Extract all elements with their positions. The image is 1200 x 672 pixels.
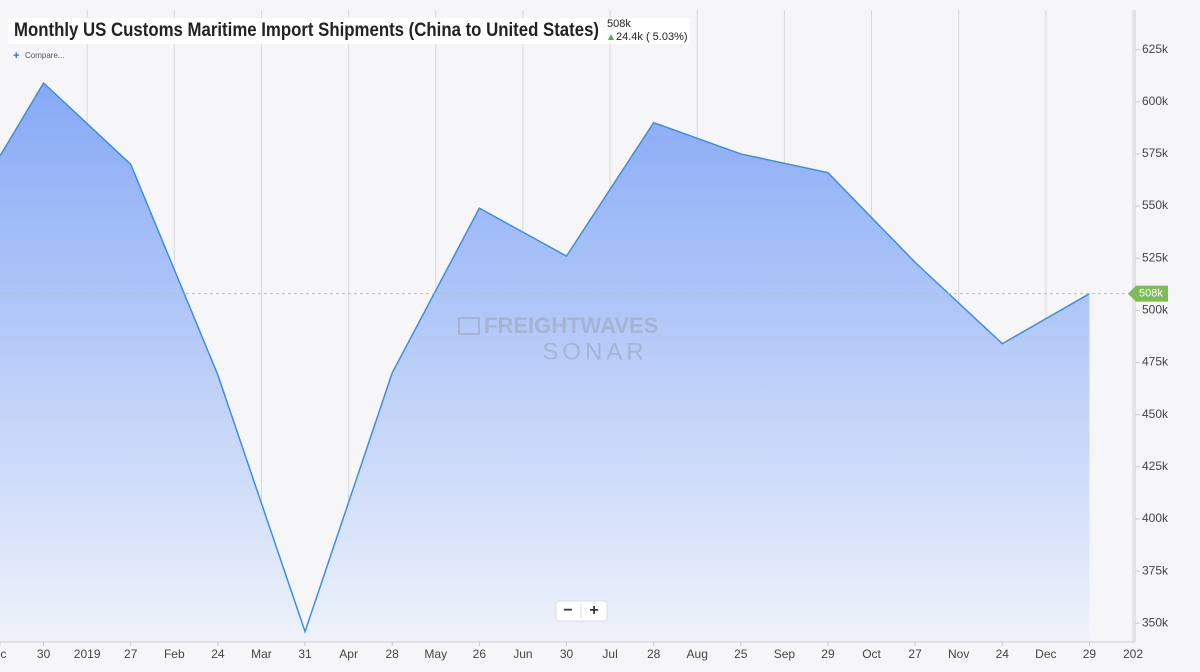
x-tick-label: 27 bbox=[124, 647, 138, 661]
x-tick-label: Dec bbox=[1035, 647, 1056, 661]
x-tick-label: 202 bbox=[1123, 647, 1143, 661]
compare-link[interactable]: Compare... bbox=[25, 51, 65, 60]
x-tick-label: 28 bbox=[386, 647, 400, 661]
x-tick-label: May bbox=[424, 647, 447, 661]
y-tick-label: 400k bbox=[1142, 511, 1169, 525]
x-tick-label: Sep bbox=[774, 647, 796, 661]
x-tick-label: 29 bbox=[821, 647, 835, 661]
area-fill bbox=[0, 83, 1090, 643]
x-tick-label: Jun bbox=[513, 647, 532, 661]
x-tick-label: 2019 bbox=[74, 647, 101, 661]
zoom-in[interactable]: + bbox=[589, 602, 598, 619]
series-line bbox=[0, 81, 1090, 634]
y-tick-label: 625k bbox=[1142, 42, 1169, 56]
y-tick-label: 450k bbox=[1142, 407, 1169, 421]
zoom-out[interactable]: − bbox=[563, 602, 572, 619]
x-tick-label: Mar bbox=[251, 647, 272, 661]
last-value-label: 508k bbox=[1139, 288, 1163, 300]
compare-plus[interactable]: + bbox=[13, 50, 19, 62]
x-tick-label: Oct bbox=[862, 647, 881, 661]
value-box bbox=[604, 18, 690, 44]
y-tick-label: 525k bbox=[1142, 250, 1169, 264]
x-tick-label: 30 bbox=[560, 647, 574, 661]
last-value-badge bbox=[1128, 285, 1168, 302]
x-tick-label: 24 bbox=[211, 647, 225, 661]
x-tick-label: Apr bbox=[339, 647, 358, 661]
x-tick-label: Aug bbox=[687, 647, 708, 661]
y-tick-label: 500k bbox=[1142, 303, 1169, 317]
x-tick-label: Feb bbox=[164, 647, 185, 661]
y-tick-label: 350k bbox=[1142, 615, 1169, 629]
chart-title: Monthly US Customs Maritime Import Shipm… bbox=[14, 20, 599, 41]
watermark: FREIGHTWAVES SONAR bbox=[458, 313, 658, 365]
x-tick-label: 27 bbox=[908, 647, 922, 661]
x-tick-label: 28 bbox=[647, 647, 661, 661]
x-tick-label: 24 bbox=[996, 647, 1010, 661]
x-tick-label: 26 bbox=[473, 647, 487, 661]
y-tick-label: 425k bbox=[1142, 459, 1169, 473]
watermark-brand: FREIGHTWAVES bbox=[484, 313, 658, 338]
title-box bbox=[8, 18, 604, 44]
x-tick-label: 31 bbox=[298, 647, 312, 661]
y-tick-label: 600k bbox=[1142, 94, 1169, 108]
zoom-controls: − + bbox=[555, 600, 608, 622]
y-tick-label: 550k bbox=[1142, 198, 1169, 212]
x-tick-label: 30 bbox=[37, 647, 51, 661]
x-tick-label: Nov bbox=[948, 647, 969, 661]
watermark-product: SONAR bbox=[542, 338, 647, 365]
y-tick-label: 575k bbox=[1142, 146, 1169, 160]
x-tick-label: 25 bbox=[734, 647, 748, 661]
current-value: 508k bbox=[607, 18, 631, 30]
watermark-logo bbox=[458, 317, 480, 335]
change: 24.4k ( 5.03%) bbox=[616, 31, 688, 43]
y-tick-label: 375k bbox=[1142, 563, 1169, 577]
x-tick-label: ec bbox=[0, 647, 6, 661]
y-tick-label: 475k bbox=[1142, 355, 1169, 369]
x-tick-label: Jul bbox=[602, 647, 617, 661]
up-arrow bbox=[608, 34, 614, 40]
x-tick-label: 29 bbox=[1083, 647, 1097, 661]
